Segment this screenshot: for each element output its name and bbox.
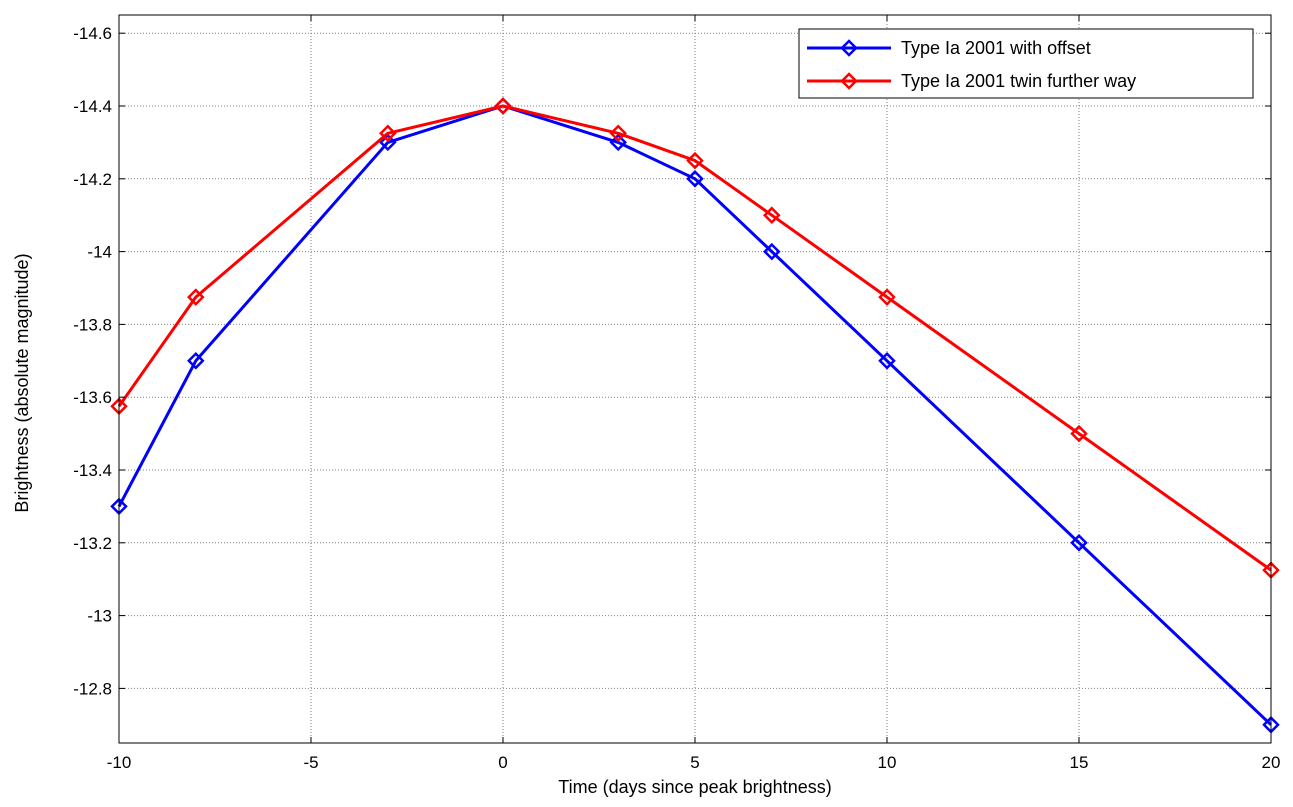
x-tick-label: 15: [1070, 753, 1089, 772]
y-tick-label: -14.4: [73, 97, 112, 116]
legend-entry-1: Type Ia 2001 with offset: [807, 38, 1091, 58]
y-axis-title: Brightness (absolute magnitude): [12, 253, 32, 512]
series-line: [117, 104, 1273, 726]
series-2: [110, 97, 1280, 579]
data-point-marker: [878, 352, 896, 370]
data-point-marker: [763, 242, 781, 261]
x-tick-label: 10: [878, 753, 897, 772]
legend-marker: [840, 39, 858, 57]
series-line: [117, 104, 1272, 572]
legend: Type Ia 2001 with offset Type Ia 2001 twi…: [798, 28, 1254, 99]
data-point-marker: [1070, 424, 1088, 443]
data-point-marker: [609, 124, 627, 143]
legend-entries: Type Ia 2001 with offset Type Ia 2001 twi…: [807, 38, 1136, 91]
y-tick-label: -13.8: [73, 315, 112, 334]
x-tick-label: -5: [303, 753, 318, 772]
x-tick-labels: -10 -5 0 5 10 15 20: [107, 753, 1281, 772]
data-point-marker: [379, 133, 397, 152]
y-tick-label: -13.2: [73, 534, 112, 553]
data-point-marker: [686, 151, 704, 170]
ticks: [118, 15, 1272, 743]
x-axis-title: Time (days since peak brightness): [558, 777, 831, 797]
legend-label: Type Ia 2001 with offset: [901, 38, 1091, 58]
y-tick-label: -12.8: [73, 679, 112, 698]
x-tick-label: 0: [498, 753, 507, 772]
y-tick-labels: -12.8 -13 -13.2 -13.4 -13.6 -13.8 -14 -14.2 -14.…: [73, 24, 112, 698]
x-tick-label: 20: [1262, 753, 1281, 772]
data-point-marker: [187, 352, 205, 370]
y-tick-label: -13.6: [73, 388, 112, 407]
x-tick-label: -10: [107, 753, 132, 772]
data-point-marker: [187, 288, 205, 306]
series-layer: [110, 97, 1280, 734]
data-point-marker: [763, 206, 781, 224]
legend-entry-2: Type Ia 2001 twin further way: [807, 71, 1136, 91]
data-point-marker: [1070, 534, 1088, 552]
y-tick-label: -14.2: [73, 170, 112, 189]
y-tick-label: -13.4: [73, 461, 112, 480]
y-tick-label: -14.6: [73, 24, 112, 43]
legend-box: [798, 28, 1254, 99]
grid: [119, 15, 1271, 743]
y-tick-label: -13: [87, 607, 112, 626]
legend-marker: [840, 72, 858, 90]
y-tick-label: -14: [87, 243, 112, 262]
legend-label: Type Ia 2001 twin further way: [901, 71, 1136, 91]
data-point-marker: [686, 170, 704, 188]
data-point-marker: [609, 133, 627, 152]
data-point-marker: [379, 124, 397, 143]
data-point-marker: [878, 288, 896, 306]
data-point-marker: [494, 97, 512, 115]
x-tick-label: 5: [690, 753, 699, 772]
